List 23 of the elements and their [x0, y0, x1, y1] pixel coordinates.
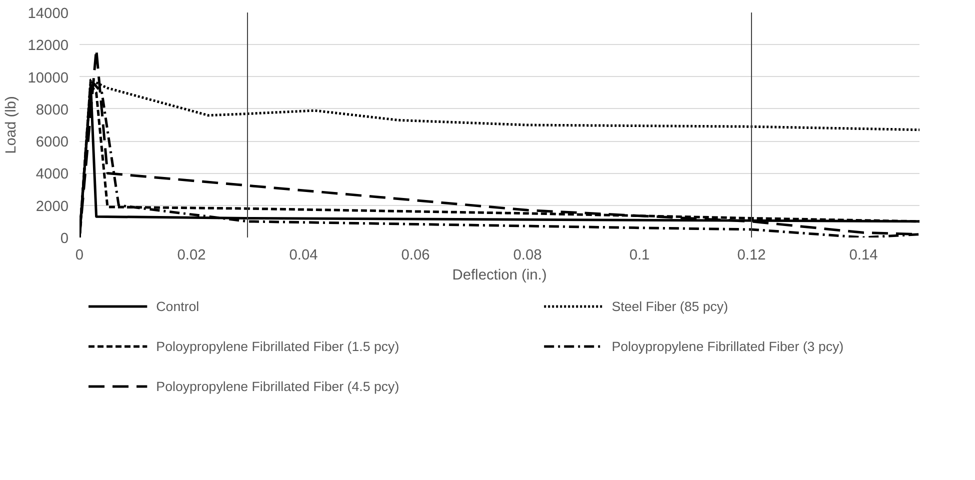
x-tick-label: 0.1 [629, 248, 650, 264]
x-tick-label: 0.14 [849, 248, 878, 264]
x-tick-label: 0.06 [401, 248, 430, 264]
x-tick-label: 0.04 [289, 248, 318, 264]
x-axis-title: Deflection (in.) [452, 268, 547, 284]
legend-label: Poloypropylene Fibrillated Fiber (3 pcy) [612, 339, 844, 354]
x-tick-label: 0.12 [737, 248, 766, 264]
y-tick-label: 2000 [36, 198, 69, 215]
legend-label: Control [156, 299, 200, 314]
legend-label: Steel Fiber (85 pcy) [612, 299, 728, 314]
legend-label: Poloypropylene Fibrillated Fiber (1.5 pcy) [156, 339, 400, 354]
y-axis-title: Load (lb) [4, 96, 20, 154]
x-tick-label: 0.02 [177, 248, 206, 264]
legend-label: Poloypropylene Fibrillated Fiber (4.5 pcy) [156, 379, 400, 394]
x-tick-label: 0.08 [513, 248, 542, 264]
x-tick-label: 0 [75, 248, 84, 264]
y-tick-label: 8000 [36, 102, 69, 118]
y-tick-label: 12000 [28, 38, 69, 54]
y-tick-label: 0 [60, 231, 69, 247]
y-tick-label: 14000 [28, 6, 69, 22]
y-tick-label: 10000 [28, 70, 69, 86]
y-tick-label: 4000 [36, 166, 69, 183]
y-tick-label: 6000 [36, 134, 69, 151]
